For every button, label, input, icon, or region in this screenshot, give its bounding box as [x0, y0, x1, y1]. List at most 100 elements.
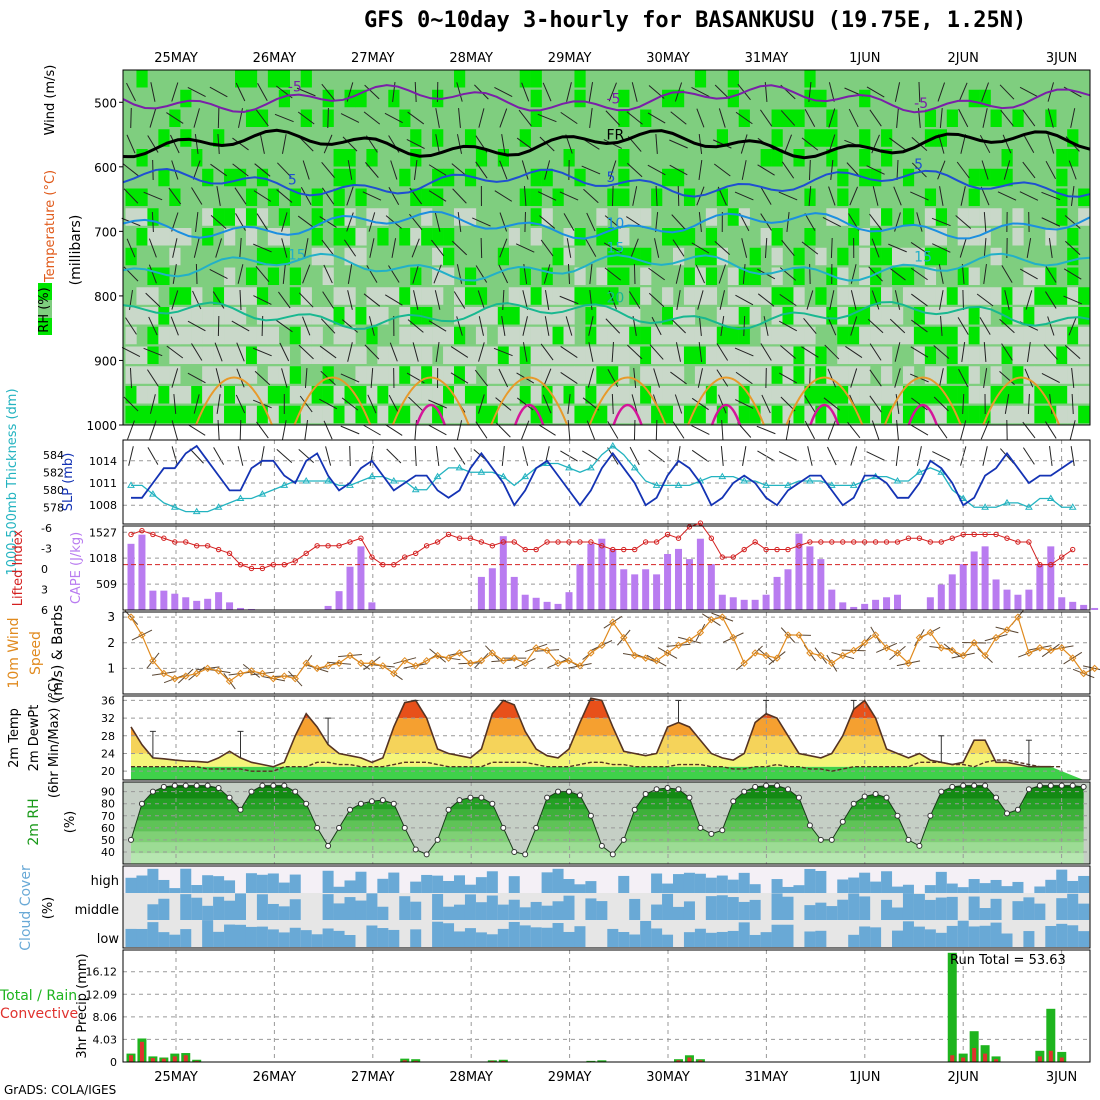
rh-cell	[464, 267, 477, 286]
wind-barb	[845, 346, 863, 358]
wind10-marker	[641, 654, 650, 662]
rh-cell	[793, 109, 805, 128]
wind-barb	[456, 82, 463, 102]
lifted-marker	[993, 531, 999, 538]
contour-label: -5	[914, 96, 928, 112]
rh-cell	[585, 307, 597, 325]
wind-barb	[894, 82, 901, 102]
wind-barb	[276, 189, 293, 203]
rh-cell	[344, 149, 356, 167]
wind-barb	[980, 420, 990, 440]
thickness-marker	[192, 507, 201, 515]
slp-tick-label: 1011	[89, 477, 117, 490]
cloud-cell	[454, 904, 465, 920]
cape-bar	[784, 569, 792, 610]
rh-cell	[782, 366, 794, 384]
lifted-marker	[621, 546, 627, 553]
wind-barb	[499, 160, 508, 180]
wind-barb	[187, 320, 206, 332]
rh-cell	[388, 405, 400, 424]
rh-cell	[826, 149, 838, 167]
rh-marker	[248, 788, 255, 795]
wind-barb	[171, 446, 178, 466]
rh-cell	[694, 267, 707, 286]
cloud-cell	[202, 905, 214, 920]
lifted-marker	[500, 539, 506, 545]
lifted-marker	[818, 539, 824, 545]
wind-barb	[385, 424, 403, 436]
rh-cell	[410, 149, 422, 167]
rh-cell	[519, 326, 531, 345]
rh-cell	[1056, 346, 1068, 365]
wind-barb	[276, 449, 293, 463]
wind-barb	[1070, 108, 1076, 128]
rh-cell	[596, 405, 608, 424]
rh-cell	[913, 307, 926, 325]
rh-cell	[454, 366, 466, 384]
wind-barb	[607, 447, 619, 465]
wind-barb	[804, 420, 816, 440]
cloud-cell	[596, 901, 608, 920]
rh-cell	[968, 405, 980, 424]
cloud-cell	[245, 873, 257, 893]
precip-conv-bar	[994, 1059, 999, 1062]
rh-cell	[924, 326, 937, 345]
rh-cell	[618, 109, 630, 128]
cape-bar	[631, 574, 639, 610]
contour-label: 15	[607, 241, 625, 257]
rh-marker	[1036, 782, 1043, 789]
rh-cell	[771, 405, 783, 424]
rh-cell	[541, 307, 553, 325]
wind-barb	[740, 134, 748, 154]
rh-cell	[607, 386, 619, 404]
rh-cell	[902, 208, 915, 226]
rh-marker	[357, 800, 364, 807]
wind10-marker	[860, 639, 869, 647]
wind-barb	[607, 369, 619, 387]
wind-barb	[256, 213, 269, 231]
wind-barb	[195, 212, 199, 232]
cloud-cell	[267, 929, 279, 947]
precip-total-bar	[969, 1031, 979, 1062]
lifted-marker	[861, 539, 868, 545]
wind-barb	[475, 421, 488, 439]
wind-barb	[321, 239, 335, 257]
rh-marker	[839, 818, 846, 825]
rh-cell	[1056, 287, 1068, 305]
cloud-cell	[913, 894, 925, 920]
rh-cell	[1045, 366, 1057, 384]
wind-barb	[171, 368, 179, 388]
rh-marker	[642, 791, 649, 798]
rh-marker	[489, 800, 496, 807]
rh-cell	[125, 307, 137, 325]
lifted-marker	[752, 539, 758, 545]
rh-cell	[881, 326, 893, 345]
rh-cell	[125, 326, 137, 345]
rh-cell	[968, 307, 980, 325]
dewpoint-line	[131, 759, 1062, 772]
cloud-cell	[990, 922, 1002, 947]
rh-cell	[859, 366, 871, 384]
thickness-marker	[652, 481, 661, 488]
wind-barb	[779, 372, 797, 384]
wind10-marker	[970, 639, 978, 647]
wind-barb	[764, 237, 768, 259]
rh-cell	[716, 386, 728, 404]
wind-barb	[808, 159, 811, 181]
wind-barb	[148, 316, 158, 336]
wind-barb	[827, 368, 837, 388]
rh-cell	[749, 386, 761, 404]
cloud-cell	[377, 906, 389, 920]
wind10-marker	[477, 656, 486, 665]
cloud-cell	[892, 930, 903, 947]
rh-cell	[793, 346, 805, 365]
lifted-marker	[730, 554, 736, 560]
cloud-cell	[213, 876, 225, 893]
precip-tick-label: 4.03	[93, 1033, 118, 1046]
credit-label: GrADS: COLA/IGES	[4, 1083, 117, 1097]
cape-bar	[215, 592, 223, 610]
rh-cell	[278, 346, 290, 365]
wind-barb	[910, 346, 929, 358]
wind-barb	[742, 446, 747, 466]
